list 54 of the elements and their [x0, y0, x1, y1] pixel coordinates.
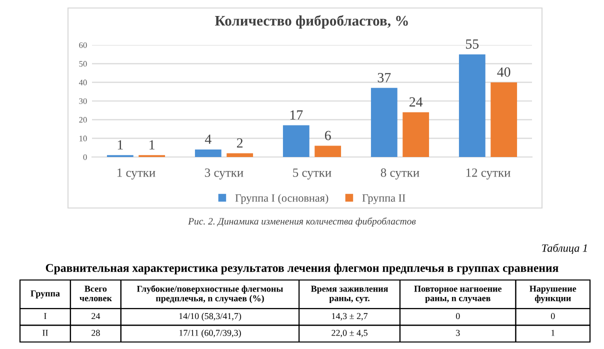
data-label: 37: [378, 73, 391, 82]
text: 14,3 ± 2,7: [332, 313, 368, 320]
data-label: 1: [150, 140, 154, 150]
chart-title: Количество фибробластов, %: [215, 15, 408, 29]
bar: [458, 54, 486, 157]
text: Повторное нагноение раны, n случаев: [414, 286, 502, 304]
bar: [226, 153, 254, 157]
x-tick-label: 3 сутки: [204, 168, 244, 180]
bar: [490, 82, 518, 157]
data-label: 2: [236, 138, 243, 148]
legend-label: Группа I (основная): [235, 194, 328, 204]
legend-label: Группа II: [362, 194, 406, 204]
y-tick-label: 50: [79, 61, 87, 67]
text: Таблица 1: [542, 244, 587, 254]
x-tick-label: 8 сутки: [380, 168, 420, 180]
text: 24: [92, 313, 100, 320]
data-label: 40: [497, 67, 510, 77]
text: 17/11 (60,7/39,3): [179, 330, 241, 338]
text: 22,0 ± 4,5: [332, 330, 368, 338]
data-label: 1: [118, 140, 123, 150]
text: Глубокие/поверхностные флегмоны предплечья, n случаев (%): [136, 285, 283, 304]
y-tick-label: 40: [78, 80, 87, 86]
bar: [370, 88, 398, 157]
data-label: 6: [324, 130, 331, 140]
data-label: 55: [466, 40, 479, 49]
text: 14/10 (58,3/41,7): [179, 312, 242, 321]
y-tick-label: 0: [83, 154, 87, 160]
text: 28: [92, 330, 100, 336]
text: Время заживления раны, сут.: [311, 286, 388, 304]
text: 0: [550, 313, 555, 320]
data-label: 24: [410, 97, 423, 106]
data-label: 4: [204, 134, 212, 144]
bar: [402, 112, 430, 157]
text: 1: [551, 330, 555, 336]
text: 3: [456, 330, 460, 336]
y-tick-label: 20: [79, 117, 87, 123]
text: I: [44, 313, 46, 320]
y-tick-label: 30: [79, 98, 87, 104]
bar: [194, 150, 222, 157]
bar: [314, 146, 342, 157]
y-tick-label: 10: [80, 136, 87, 142]
y-tick-label: 60: [79, 42, 87, 48]
text: 0: [456, 313, 460, 320]
data-label: 17: [290, 110, 303, 120]
text: II: [42, 330, 48, 336]
text: Нарушение функции: [530, 286, 576, 304]
text: Всего человек: [80, 286, 112, 302]
x-tick-label: 1 сутки: [117, 168, 156, 180]
x-tick-label: 5 сутки: [293, 168, 332, 180]
text: Группа: [30, 290, 60, 298]
text: Сравнительная характеристика результатов лечения флегмон предплечья в группах сравнения: [46, 264, 558, 274]
x-tick-label: 12 сутки: [466, 168, 510, 180]
bar: [282, 125, 310, 157]
text: Рис. 2. Динамика изменения количества фибробластов: [188, 217, 416, 227]
